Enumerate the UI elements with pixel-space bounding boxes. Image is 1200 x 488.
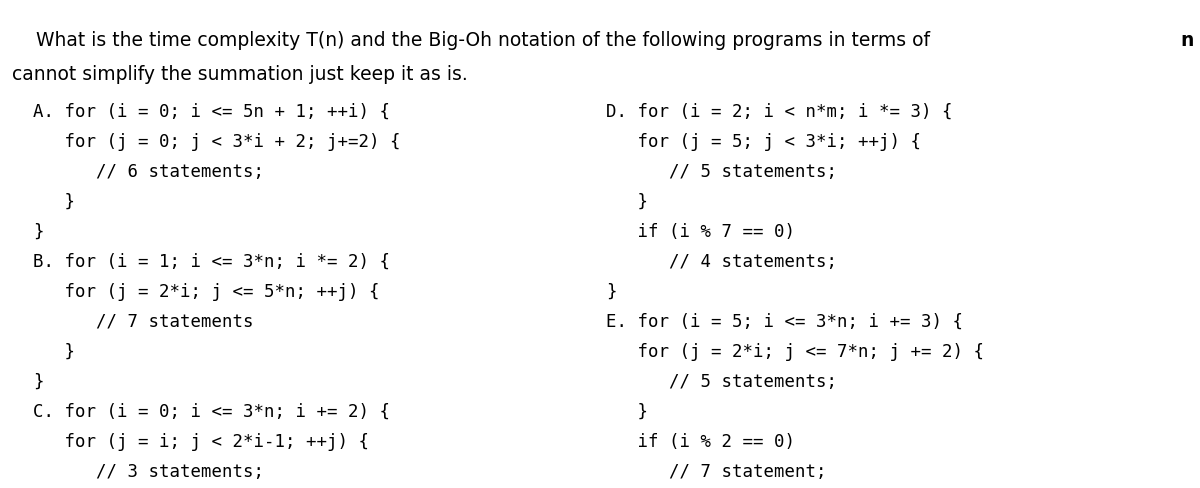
Text: What is the time complexity T(n) and the Big-Oh notation of the following progra: What is the time complexity T(n) and the… [12,31,936,50]
Text: }: } [606,282,617,300]
Text: // 5 statements;: // 5 statements; [606,372,836,390]
Text: // 7 statement;: // 7 statement; [606,462,827,480]
Text: }: } [34,372,43,390]
Text: for (j = 5; j < 3*i; ++j) {: for (j = 5; j < 3*i; ++j) { [606,133,920,151]
Text: D. for (i = 2; i < n*m; i *= 3) {: D. for (i = 2; i < n*m; i *= 3) { [606,103,953,121]
Text: }: } [34,193,76,210]
Text: E. for (i = 5; i <= 3*n; i += 3) {: E. for (i = 5; i <= 3*n; i += 3) { [606,312,962,330]
Text: for (j = i; j < 2*i-1; ++j) {: for (j = i; j < 2*i-1; ++j) { [34,432,370,449]
Text: C. for (i = 0; i <= 3*n; i += 2) {: C. for (i = 0; i <= 3*n; i += 2) { [34,402,390,420]
Text: // 5 statements;: // 5 statements; [606,163,836,181]
Text: cannot simplify the summation just keep it as is.: cannot simplify the summation just keep … [12,64,468,83]
Text: A. for (i = 0; i <= 5n + 1; ++i) {: A. for (i = 0; i <= 5n + 1; ++i) { [34,103,390,121]
Text: if (i % 7 == 0): if (i % 7 == 0) [606,223,794,241]
Text: // 7 statements: // 7 statements [34,312,253,330]
Text: }: } [34,223,43,241]
Text: for (j = 2*i; j <= 5*n; ++j) {: for (j = 2*i; j <= 5*n; ++j) { [34,282,379,300]
Text: for (j = 2*i; j <= 7*n; j += 2) {: for (j = 2*i; j <= 7*n; j += 2) { [606,342,984,360]
Text: for (j = 0; j < 3*i + 2; j+=2) {: for (j = 0; j < 3*i + 2; j+=2) { [34,133,401,151]
Text: }: } [606,402,648,420]
Text: // 3 statements;: // 3 statements; [34,462,264,480]
Text: }: } [606,193,648,210]
Text: and: and [1198,31,1200,50]
Text: B. for (i = 1; i <= 3*n; i *= 2) {: B. for (i = 1; i <= 3*n; i *= 2) { [34,252,390,270]
Text: // 4 statements;: // 4 statements; [606,252,836,270]
Text: n: n [1181,31,1194,50]
Text: // 6 statements;: // 6 statements; [34,163,264,181]
Text: if (i % 2 == 0): if (i % 2 == 0) [606,432,794,449]
Text: }: } [34,342,76,360]
